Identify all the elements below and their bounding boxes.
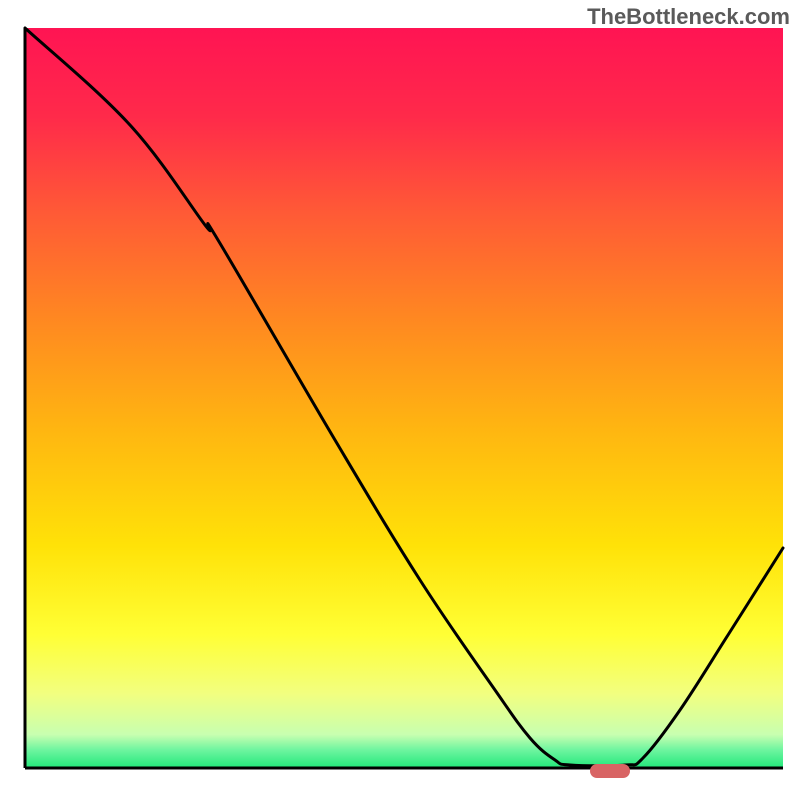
gradient-background xyxy=(25,28,783,768)
bottleneck-chart xyxy=(0,0,800,800)
chart-container: TheBottleneck.com xyxy=(0,0,800,800)
watermark-text: TheBottleneck.com xyxy=(587,4,790,30)
optimal-marker xyxy=(590,764,630,778)
